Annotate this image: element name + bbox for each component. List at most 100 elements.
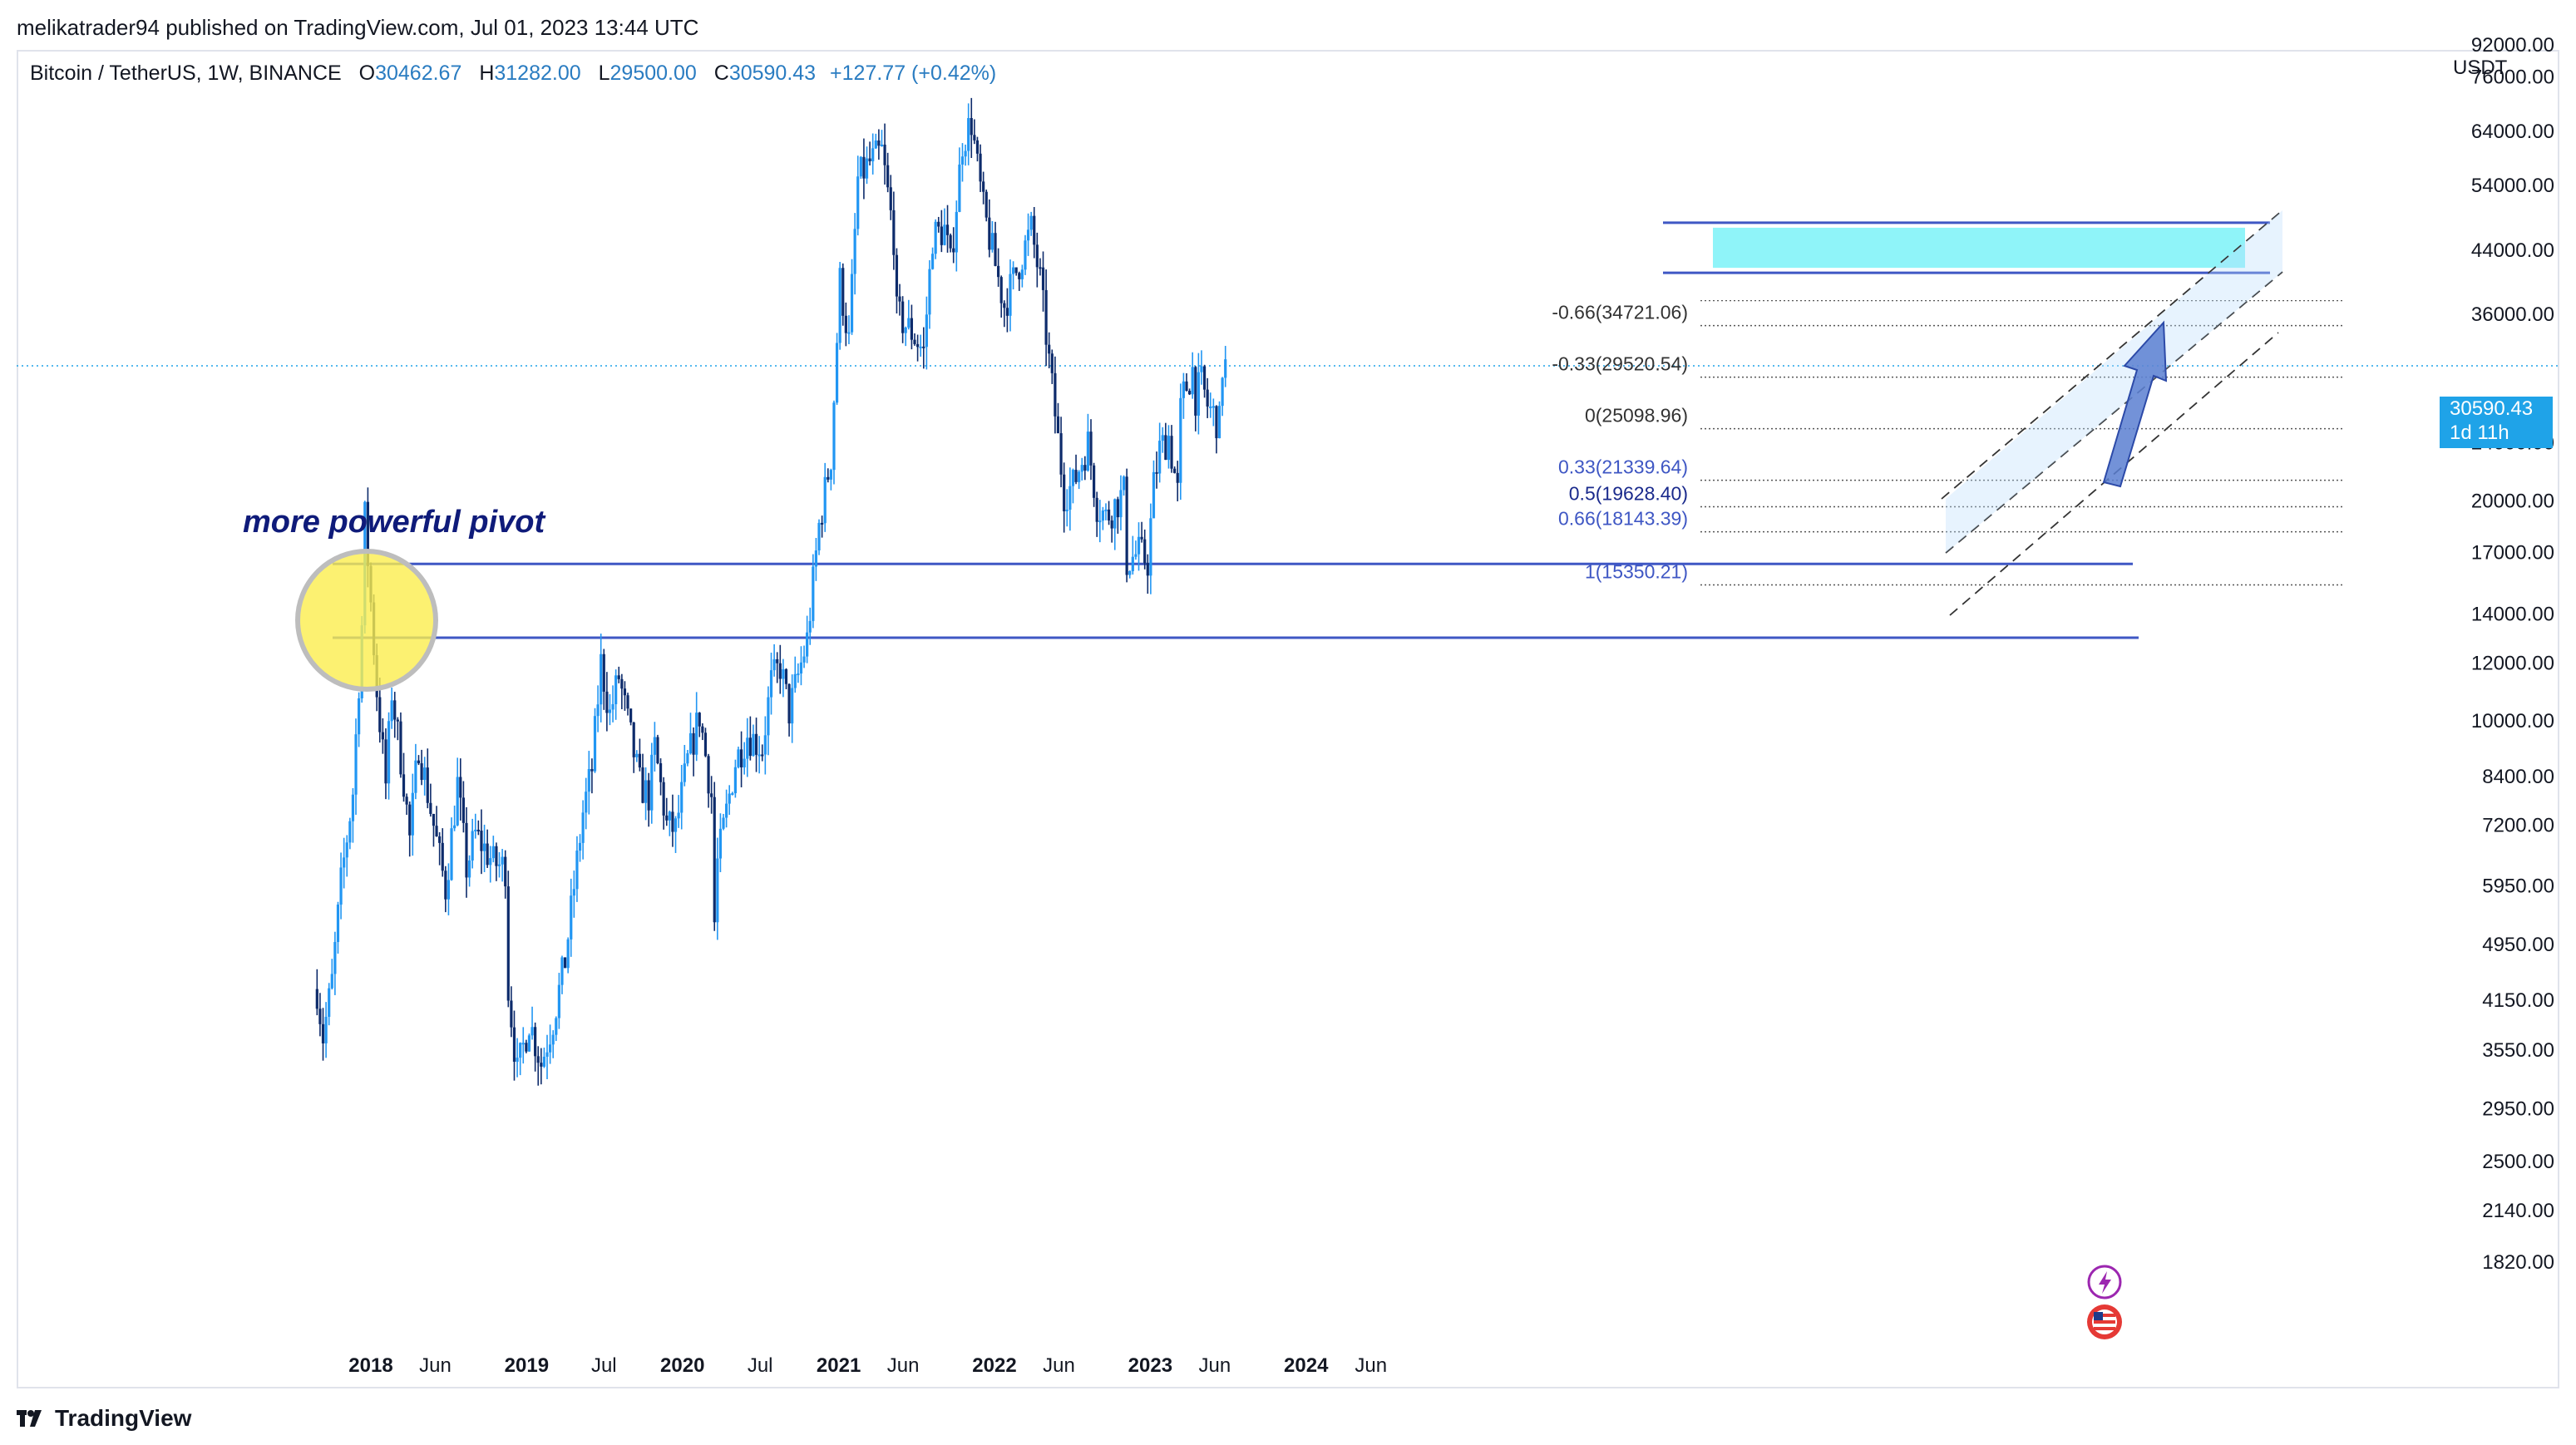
candle-body — [940, 226, 943, 245]
pivot-annotation-text[interactable]: more powerful pivot — [243, 505, 545, 540]
candle-body — [453, 825, 456, 829]
candle-body — [982, 181, 985, 192]
candle-body — [653, 737, 656, 755]
candle-body — [1119, 490, 1123, 518]
channel-line[interactable] — [1941, 210, 2283, 500]
candle-body — [695, 713, 698, 755]
candle-body — [575, 851, 579, 890]
last-price-value: 30590.43 — [2450, 397, 2534, 420]
candle-body — [1200, 366, 1203, 372]
lines-layer — [17, 365, 2559, 639]
candle-body — [1128, 570, 1132, 575]
candle-body — [1050, 353, 1054, 373]
candle-body — [1212, 406, 1215, 408]
symbol-name[interactable]: Bitcoin / TetherUS, 1W, BINANCE — [30, 62, 342, 85]
candle-body — [746, 737, 749, 759]
candle-body — [871, 148, 875, 162]
candle-body — [901, 301, 905, 333]
candle-body — [1217, 406, 1221, 439]
candle-body — [501, 856, 504, 865]
candle-body — [1209, 406, 1212, 408]
us-flag-icon[interactable] — [2087, 1304, 2122, 1339]
candle-body — [632, 722, 635, 757]
candle-body — [420, 763, 423, 781]
candle-body — [414, 760, 417, 793]
candle-body — [913, 339, 916, 344]
candle-body — [662, 782, 665, 816]
projection-arrow[interactable] — [2102, 320, 2168, 488]
candle-body — [570, 895, 573, 939]
candle-body — [596, 704, 600, 717]
candle-body — [1155, 471, 1158, 474]
time-tick-label: 2024 — [1284, 1354, 1329, 1377]
candle-body — [671, 811, 674, 832]
candle-body — [703, 732, 708, 757]
price-tick-label: 8400.00 — [2482, 766, 2554, 788]
price-tick-label: 20000.00 — [2471, 490, 2554, 512]
candle-body — [958, 164, 961, 212]
price-tick-label: 14000.00 — [2471, 604, 2554, 626]
candle-body — [883, 144, 886, 165]
candle-body — [614, 675, 618, 704]
price-tick-label: 5950.00 — [2482, 875, 2554, 898]
currency-label[interactable]: USDT — [2453, 57, 2508, 79]
candle-body — [928, 269, 931, 315]
candle-body — [1005, 308, 1009, 316]
tradingview-logo-icon — [17, 1410, 42, 1427]
candle-body — [710, 793, 713, 797]
candle-body — [821, 522, 824, 525]
candle-body — [650, 754, 654, 811]
time-tick-label: 2020 — [660, 1354, 704, 1377]
candle-body — [1107, 509, 1111, 521]
candle-body — [659, 763, 663, 782]
candle-body — [525, 1043, 528, 1052]
candle-body — [997, 265, 1000, 278]
candle-body — [889, 187, 892, 210]
candle-body — [405, 796, 408, 805]
candle-body — [1014, 267, 1018, 274]
pivot-highlight-circle[interactable] — [295, 549, 438, 692]
candle-body — [495, 846, 498, 866]
time-tick-label: Jun — [419, 1354, 452, 1377]
candle-body — [396, 719, 399, 722]
channel-line[interactable] — [1945, 271, 2283, 554]
low-value: 29500.00 — [609, 62, 697, 85]
channel-fill — [1946, 210, 2282, 553]
candle-body — [945, 224, 950, 235]
candle-body — [408, 804, 412, 836]
candle-body — [865, 158, 869, 179]
lightning-icon[interactable] — [2087, 1265, 2122, 1300]
candle-body — [336, 905, 340, 943]
candle-body — [390, 700, 393, 722]
fib-level-label: -0.66(34721.06) — [1552, 302, 1688, 323]
candle-body — [474, 829, 477, 831]
candle-body — [737, 749, 740, 767]
candle-body — [988, 217, 991, 250]
candle-body — [581, 812, 585, 843]
candle-body — [1080, 465, 1083, 472]
candle-body — [937, 221, 940, 227]
footer-brand[interactable]: TradingView — [17, 1405, 191, 1432]
candle-body — [345, 842, 348, 858]
candle-body — [802, 656, 806, 663]
time-tick-label: Jul — [748, 1354, 773, 1377]
candle-body — [934, 221, 937, 254]
candle-body — [551, 1034, 555, 1045]
price-tick-label: 64000.00 — [2471, 121, 2554, 143]
candle-body — [638, 753, 642, 768]
candle-body — [960, 156, 965, 165]
candle-body — [1056, 416, 1060, 434]
resistance-zone[interactable] — [1713, 227, 2245, 269]
candle-body — [491, 846, 495, 859]
candle-body — [713, 796, 716, 923]
candle-body — [534, 1027, 537, 1057]
open-value: 30462.67 — [375, 62, 462, 85]
candle-body — [600, 653, 603, 705]
candle-body — [1029, 215, 1033, 230]
candle-body — [856, 176, 860, 229]
candle-body — [733, 767, 737, 794]
candle-body — [763, 735, 767, 755]
candle-body — [1158, 441, 1162, 474]
candle-body — [482, 843, 486, 851]
